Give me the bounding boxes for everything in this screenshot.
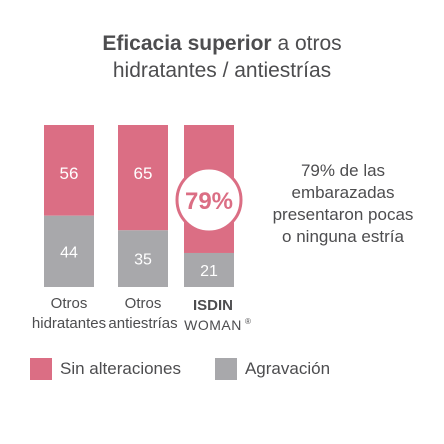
data-label-bottom: 21 (200, 263, 218, 280)
category-label: hidratantes (32, 315, 106, 332)
data-label-top: 56 (60, 164, 79, 183)
registered-mark: ® (245, 317, 251, 326)
legend-label: Agravación (244, 359, 331, 378)
bar-agravacion (184, 252, 234, 287)
title-line-1: Eficacia superior a otros (0, 30, 444, 57)
data-label-bottom: 44 (60, 244, 78, 261)
data-label-highlight: 79% (185, 188, 233, 215)
note-line-3: presentaron pocas (272, 205, 414, 224)
category-label-brand-2: WOMAN (184, 317, 242, 333)
category-label: Otros (51, 295, 88, 312)
title-bold: Eficacia superior (102, 32, 272, 55)
legend-item-agravacion: Agravación (214, 358, 331, 380)
category-label-brand: ISDIN (193, 297, 233, 314)
legend-label: Sin alteraciones (60, 359, 181, 378)
category-label: Otros (125, 295, 162, 312)
legend-swatch-gray (214, 358, 237, 380)
legend-item-sin-alteraciones: Sin alteraciones (30, 358, 181, 380)
bar-sin-alteraciones (118, 125, 168, 231)
bar-sin-alteraciones (44, 125, 94, 216)
data-label-bottom: 35 (134, 252, 152, 269)
note-line-1: 79% de las (300, 161, 386, 180)
claim-note: 79% de las embarazadas presentaron pocas… (268, 160, 418, 248)
category-label: antiestrías (108, 315, 177, 332)
chart-title: Eficacia superior a otros hidratantes / … (0, 30, 444, 84)
bar-agravacion (118, 230, 168, 287)
note-line-4: o ninguna estría (282, 227, 404, 246)
data-label-top: 65 (134, 164, 153, 183)
title-rest: a otros (277, 32, 342, 55)
bar-agravacion (44, 215, 94, 287)
title-line-2: hidratantes / antiestrías (112, 59, 332, 82)
legend-swatch-pink (30, 358, 52, 380)
highlight-circle (175, 166, 243, 234)
note-line-2: embarazadas (291, 183, 395, 202)
legend: Sin alteraciones Agravación (30, 357, 364, 381)
